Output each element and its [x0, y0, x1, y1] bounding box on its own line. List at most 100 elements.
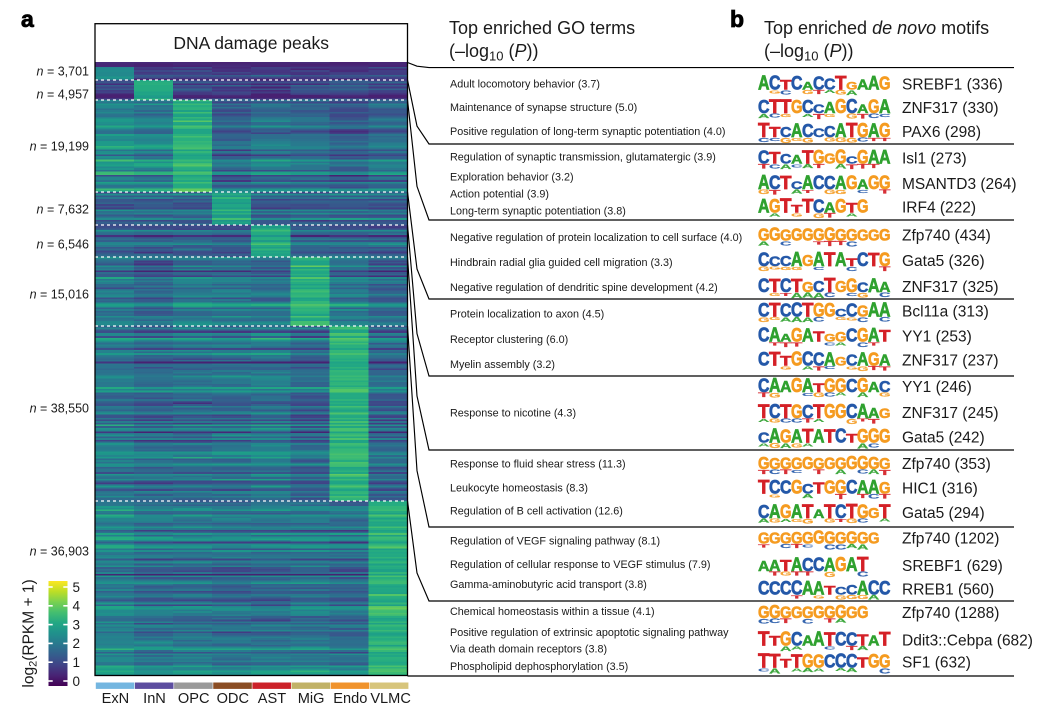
svg-text:G: G — [824, 299, 836, 321]
svg-text:A: A — [857, 543, 869, 551]
svg-text:G: G — [813, 456, 825, 474]
svg-text:A: A — [791, 668, 803, 673]
svg-text:G: G — [835, 530, 847, 548]
svg-text:C: C — [758, 96, 770, 117]
svg-text:T: T — [846, 119, 858, 142]
svg-text:C: C — [846, 240, 858, 248]
svg-text:Maintenance of synapse structu: Maintenance of synapse structure (5.0) — [450, 102, 637, 114]
svg-text:G: G — [824, 477, 836, 498]
svg-text:T: T — [868, 137, 880, 142]
svg-text:T: T — [879, 137, 891, 142]
svg-text:Regulation of cellular respons: Regulation of cellular response to VEGF … — [450, 559, 710, 571]
svg-text:C: C — [758, 347, 770, 370]
svg-text:A: A — [868, 595, 880, 602]
svg-text:C: C — [769, 476, 781, 498]
svg-text:G: G — [846, 452, 858, 473]
svg-text:T: T — [758, 544, 770, 549]
svg-text:0: 0 — [73, 674, 81, 689]
svg-text:A: A — [791, 316, 803, 324]
svg-text:T: T — [758, 475, 770, 498]
svg-text:G: G — [879, 73, 891, 94]
svg-text:T: T — [868, 250, 880, 271]
svg-text:C: C — [802, 392, 814, 397]
svg-text:G: G — [824, 374, 836, 396]
svg-text:Exploration behavior (3.2): Exploration behavior (3.2) — [450, 171, 574, 183]
svg-text:G: G — [824, 189, 836, 195]
svg-text:A: A — [769, 667, 781, 675]
svg-text:G: G — [824, 331, 836, 344]
svg-text:C: C — [835, 424, 847, 447]
svg-text:A: A — [813, 508, 825, 521]
svg-text:G: G — [857, 425, 869, 447]
svg-text:T: T — [835, 518, 847, 523]
svg-text:C: C — [835, 543, 847, 551]
svg-text:A: A — [791, 292, 803, 300]
svg-text:G: G — [802, 651, 814, 672]
svg-text:C: C — [758, 668, 770, 673]
svg-text:G: G — [868, 171, 880, 193]
svg-text:C: C — [758, 274, 770, 296]
svg-text:G: G — [868, 95, 880, 117]
svg-text:C: C — [879, 317, 891, 323]
svg-text:A: A — [835, 172, 847, 193]
svg-text:G: G — [813, 212, 825, 220]
svg-text:G: G — [879, 248, 891, 270]
svg-text:G: G — [835, 195, 847, 217]
svg-text:A: A — [868, 476, 880, 498]
svg-text:A: A — [857, 349, 869, 370]
svg-text:Leukocyte homeostasis (8.3): Leukocyte homeostasis (8.3) — [450, 483, 588, 495]
svg-text:A: A — [868, 469, 880, 476]
svg-text:Adult locomotory behavior (3.7: Adult locomotory behavior (3.7) — [450, 78, 600, 90]
svg-text:T: T — [802, 418, 814, 423]
svg-text:C: C — [769, 113, 781, 118]
svg-text:G: G — [857, 366, 869, 373]
svg-text:Via death domain receptors (3.: Via death domain receptors (3.8) — [450, 644, 607, 656]
svg-text:A: A — [758, 559, 770, 575]
svg-text:C: C — [780, 544, 792, 550]
svg-text:Endo: Endo — [333, 691, 367, 707]
svg-text:A: A — [769, 374, 781, 397]
svg-text:G: G — [879, 651, 891, 672]
svg-text:G: G — [857, 530, 869, 548]
svg-text:A: A — [791, 153, 803, 166]
svg-text:G: G — [769, 317, 781, 322]
svg-text:MSANTD3 (264): MSANTD3 (264) — [902, 176, 1017, 193]
svg-text:C: C — [769, 578, 781, 599]
svg-text:G: G — [857, 603, 869, 622]
svg-text:C: C — [857, 189, 869, 194]
svg-text:T: T — [813, 400, 825, 422]
svg-text:C: C — [824, 646, 836, 651]
svg-text:A: A — [802, 171, 814, 194]
svg-text:A: A — [802, 292, 814, 300]
svg-text:G: G — [813, 595, 825, 600]
svg-text:T: T — [868, 366, 880, 372]
svg-text:C: C — [813, 279, 825, 296]
svg-text:T: T — [769, 150, 781, 168]
svg-text:C: C — [813, 196, 825, 217]
svg-text:G: G — [835, 595, 847, 601]
svg-text:A: A — [791, 646, 803, 651]
svg-text:G: G — [857, 227, 869, 244]
svg-text:A: A — [879, 146, 891, 168]
svg-text:A: A — [868, 119, 880, 142]
svg-text:T: T — [824, 629, 836, 650]
svg-text:T: T — [824, 213, 836, 219]
svg-text:G: G — [868, 650, 880, 672]
svg-text:G: G — [791, 518, 803, 523]
svg-text:G: G — [769, 442, 781, 450]
svg-text:G: G — [791, 604, 803, 622]
svg-text:C: C — [769, 254, 781, 270]
svg-text:T: T — [758, 469, 770, 475]
svg-text:G: G — [780, 266, 792, 271]
svg-text:Receptor clustering (6.0): Receptor clustering (6.0) — [450, 334, 568, 346]
svg-text:A: A — [758, 443, 770, 448]
svg-text:G: G — [868, 453, 880, 474]
svg-text:G: G — [780, 500, 792, 522]
svg-text:C: C — [857, 518, 869, 524]
svg-text:G: G — [758, 189, 770, 196]
svg-text:G: G — [824, 529, 836, 548]
svg-text:C: C — [824, 366, 836, 371]
svg-text:C: C — [846, 300, 858, 321]
svg-text:G: G — [813, 392, 825, 399]
svg-text:A: A — [813, 291, 825, 300]
